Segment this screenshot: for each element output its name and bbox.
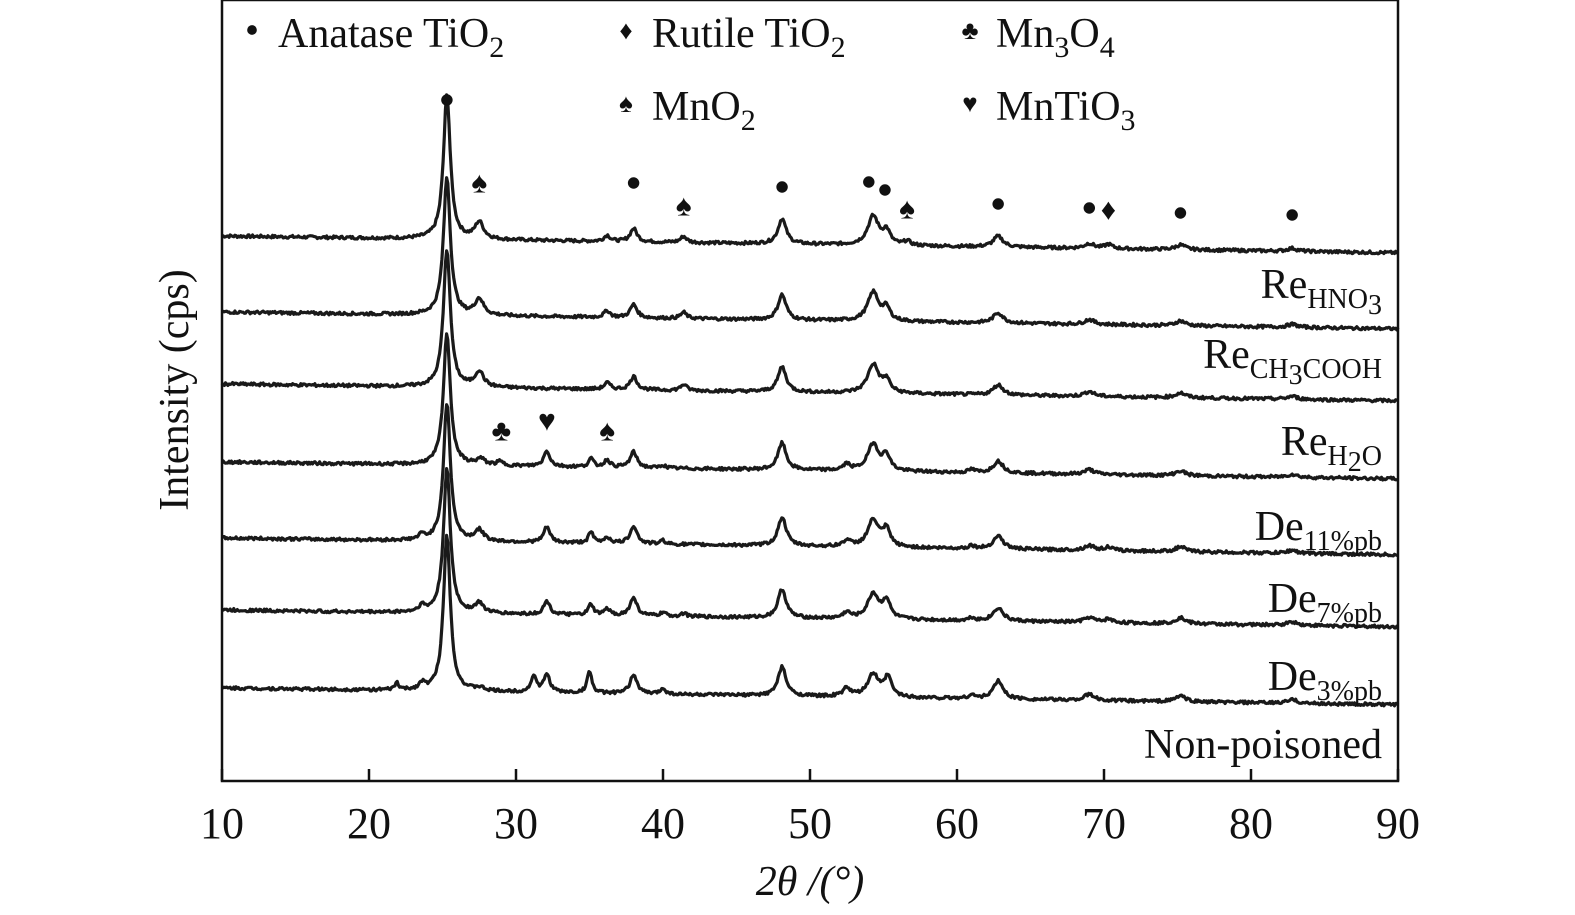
annotation-diamond-10: ♦ <box>1101 194 1116 227</box>
x-axis-label: 2θ /(°) <box>756 859 865 905</box>
annotation-spade-7: ♠ <box>899 193 915 226</box>
annotation-circle-0 <box>441 94 453 106</box>
series-line-4 <box>221 403 1399 558</box>
series-line-0 <box>221 93 1400 256</box>
legend-entry-diamond: ♦ Rutile TiO2 <box>619 11 845 64</box>
y-axis-label: Intensity (cps) <box>152 269 198 510</box>
series-label-6: Non-poisoned <box>1144 722 1382 768</box>
x-axis-ticks: 10 20 30 40 50 60 70 80 90 <box>200 769 1420 848</box>
annotation-club-13: ♣ <box>491 415 511 448</box>
annotation-circle-9 <box>1083 202 1096 214</box>
series-line-3 <box>221 332 1399 482</box>
annotation-spade-3: ♠ <box>676 190 692 223</box>
legend-entry-heart: ♥ MnTiO3 <box>962 84 1135 137</box>
annotation-circle-5 <box>863 176 875 188</box>
legend-entry-club: ♣ Mn3O4 <box>961 11 1114 64</box>
x-tick-label-20: 20 <box>347 799 391 848</box>
series-label-3: De11%pb <box>1255 504 1382 557</box>
annotation-heart-14: ♥ <box>538 405 556 438</box>
x-tick-label-50: 50 <box>788 799 832 848</box>
annotation-circle-11 <box>1174 207 1187 219</box>
x-tick-label-10: 10 <box>200 799 244 848</box>
annotation-spade-1: ♠ <box>471 167 487 200</box>
peak-annotations: ♠ ♠ ♠ ♦ ♣ ♥ ♠ <box>441 94 1298 448</box>
legend-entry-circle: Anatase TiO2 <box>247 11 504 64</box>
annotation-circle-4 <box>776 181 788 193</box>
legend-label: Rutile TiO2 <box>652 11 846 64</box>
legend: Anatase TiO2 ♦ Rutile TiO2 ♣ Mn3O4 ♠ MnO2 ♥ MnTi… <box>247 11 1136 137</box>
series-labels: ReHNO3 ReCH3COOH ReH2O De11%pb De7%pb De3%pb N… <box>1144 262 1382 768</box>
series-label-0: ReHNO3 <box>1261 262 1382 321</box>
series-line-2 <box>220 249 1399 404</box>
series-line-1 <box>220 176 1400 332</box>
series-line-5 <box>221 467 1399 630</box>
x-tick-label-80: 80 <box>1229 799 1273 848</box>
x-tick-label-70: 70 <box>1082 799 1126 848</box>
annotation-circle-6 <box>879 184 891 196</box>
legend-label: MnTiO3 <box>996 84 1136 137</box>
x-tick-label-60: 60 <box>935 799 979 848</box>
series-label-2: ReH2O <box>1281 419 1382 478</box>
club-icon: ♣ <box>961 16 978 45</box>
legend-label: Mn3O4 <box>996 11 1115 64</box>
legend-label: Anatase TiO2 <box>278 11 504 64</box>
circle-icon <box>247 25 257 35</box>
curves <box>220 93 1400 708</box>
series-label-5: De3%pb <box>1268 654 1382 707</box>
series-label-4: De7%pb <box>1268 576 1382 629</box>
legend-entry-spade: ♠ MnO2 <box>619 84 756 137</box>
series-label-1: ReCH3COOH <box>1203 332 1382 391</box>
spade-icon: ♠ <box>619 89 633 118</box>
legend-label: MnO2 <box>652 84 756 137</box>
x-tick-label-90: 90 <box>1376 799 1420 848</box>
x-tick-label-40: 40 <box>641 799 685 848</box>
series-line-6 <box>220 533 1400 708</box>
diamond-icon: ♦ <box>619 16 632 45</box>
annotation-spade-15: ♠ <box>599 415 615 448</box>
annotation-circle-8 <box>992 198 1004 210</box>
annotation-circle-12 <box>1286 209 1298 221</box>
x-tick-label-30: 30 <box>494 799 538 848</box>
heart-icon: ♥ <box>962 89 977 118</box>
annotation-circle-2 <box>627 177 640 189</box>
